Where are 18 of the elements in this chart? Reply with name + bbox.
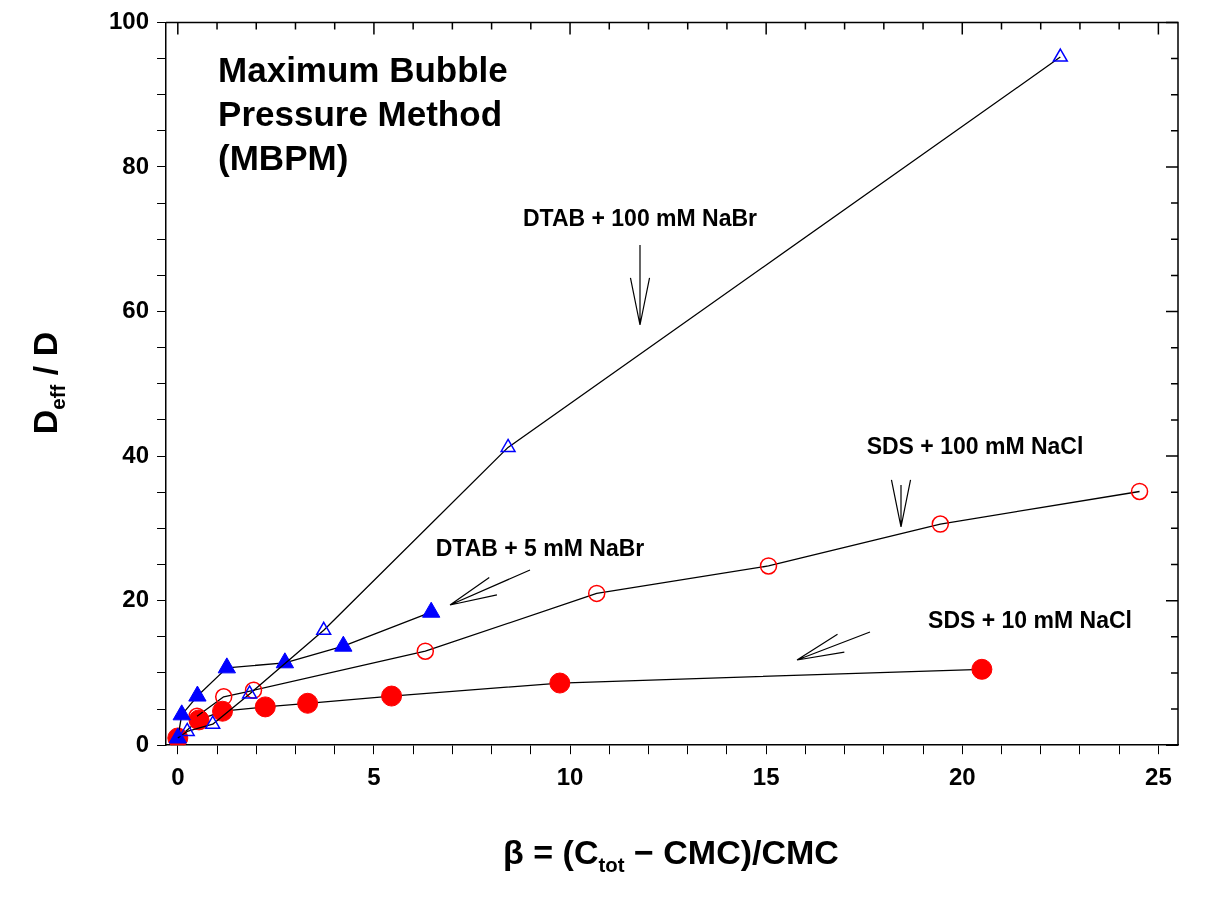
- x-tick-label: 0: [171, 763, 185, 791]
- y-tick-label: 80: [122, 151, 150, 179]
- x-tick-label: 25: [1145, 763, 1172, 791]
- annotation: DTAB + 100 mM NaBr: [522, 205, 758, 232]
- y-tick-label: 20: [122, 585, 150, 613]
- x-tick-label: 20: [948, 763, 976, 791]
- x-tick-label: 15: [752, 763, 780, 791]
- y-tick-label: 0: [135, 729, 150, 757]
- annotation: DTAB + 5 mM NaBr: [435, 535, 645, 562]
- annotation: SDS + 10 mM NaCl: [928, 607, 1132, 634]
- x-axis-title: β = (C$_{tot}$ − CMC)/CMC: [503, 833, 839, 877]
- y-tick-label: 60: [122, 296, 150, 324]
- annotation: SDS + 100 mM NaCl: [866, 433, 1084, 460]
- y-tick-label: 100: [109, 7, 150, 35]
- x-tick-label: 5: [367, 763, 381, 791]
- y-tick-label: 40: [122, 440, 150, 468]
- x-tick-label: 10: [556, 763, 584, 791]
- text: Maximum Bubble Pressure Method (MBPM): [218, 49, 508, 177]
